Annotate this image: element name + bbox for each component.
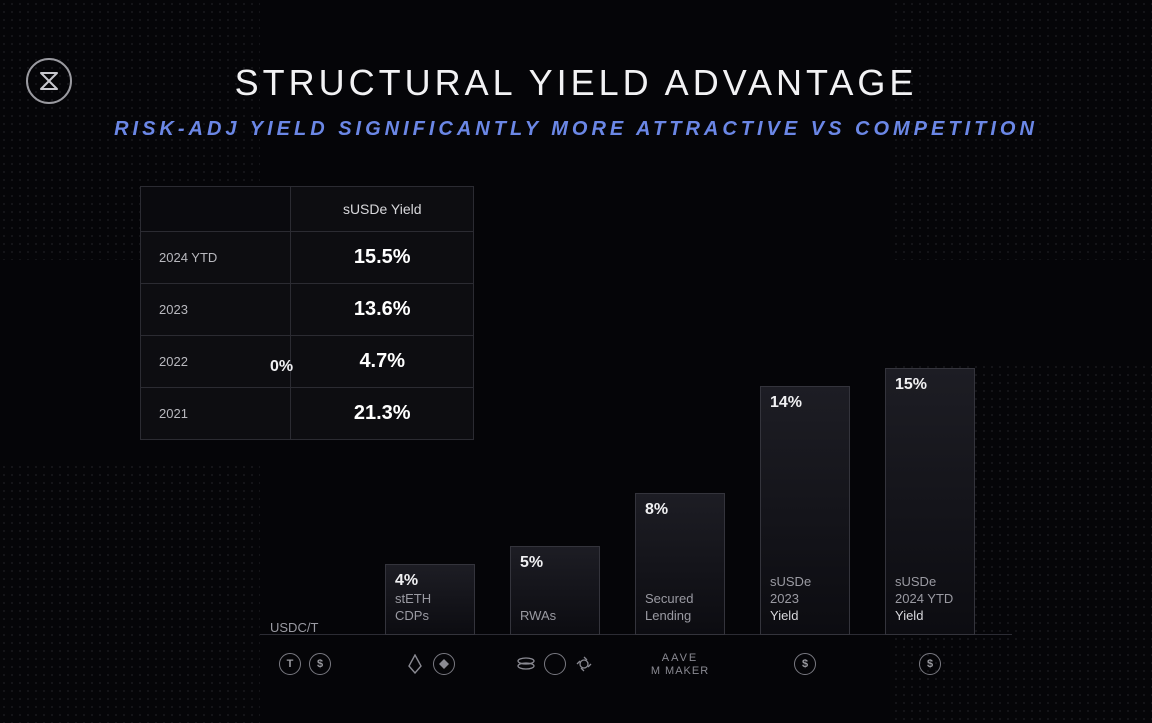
bar-icons: T$ — [260, 653, 350, 675]
rwa3-icon — [574, 654, 594, 674]
table-header-yield: sUSDe Yield — [291, 187, 474, 232]
page-title: STRUCTURAL YIELD ADVANTAGE — [0, 62, 1152, 104]
susde-icon: $ — [919, 653, 941, 675]
bar-category-label: stETHCDPs — [395, 591, 469, 625]
chart-icon-row: T$AAVEM MAKER$$ — [260, 653, 1012, 683]
bar: 14% sUSDe2023Yield — [760, 350, 850, 635]
bar-icons — [510, 653, 600, 675]
rwa2-icon — [544, 653, 566, 675]
bar-category-label: sUSDe2023Yield — [770, 574, 844, 625]
bar: 5% RWAs — [510, 350, 600, 635]
bar-value-label: 14% — [770, 394, 802, 412]
aave-icon: AAVE — [662, 653, 699, 664]
susde-icon: $ — [794, 653, 816, 675]
bar: 4%stETHCDPs — [385, 350, 475, 635]
row-label: 2023 — [141, 284, 291, 336]
bar-category-label: sUSDe2024 YTDYield — [895, 574, 969, 625]
bar: 8% SecuredLending — [635, 350, 725, 635]
bar-icons: $ — [760, 653, 850, 675]
bar-value-label: 15% — [895, 376, 927, 394]
tether-icon: T — [279, 653, 301, 675]
rwa1-icon — [516, 654, 536, 674]
dot-texture — [0, 463, 260, 723]
bar-value-label: 5% — [520, 554, 543, 572]
usdc-icon: $ — [309, 653, 331, 675]
bar: 0%USDC/T — [260, 350, 350, 635]
bar-icons: $ — [885, 653, 975, 675]
bar-category-label: USDC/T — [270, 620, 344, 637]
bar-category-label: RWAs — [520, 608, 594, 625]
row-value: 13.6% — [291, 284, 474, 336]
table-header-blank — [141, 187, 291, 232]
steth-icon — [405, 654, 425, 674]
row-label: 2024 YTD — [141, 232, 291, 284]
bar-category-label: SecuredLending — [645, 591, 719, 625]
cdp-icon — [433, 653, 455, 675]
bar-value-label: 0% — [270, 358, 293, 629]
bar-icons — [385, 653, 475, 675]
table-header-row: sUSDe Yield — [141, 187, 474, 232]
table-row: 2023 13.6% — [141, 284, 474, 336]
maker-icon: M MAKER — [651, 666, 709, 677]
row-value: 15.5% — [291, 232, 474, 284]
bar-icons: AAVE M MAKER — [635, 653, 725, 677]
table-row: 2024 YTD 15.5% — [141, 232, 474, 284]
bar-value-label: 8% — [645, 501, 668, 519]
bar-value-label: 4% — [395, 572, 418, 590]
yield-comparison-chart: 0%USDC/T 4%stETHCDPs 5% RWAs 8% SecuredLendin… — [260, 350, 1012, 635]
page-subtitle: RISK-ADJ YIELD SIGNIFICANTLY MORE ATTRAC… — [0, 118, 1152, 141]
bar: 15% sUSDe2024 YTDYield — [885, 350, 975, 635]
